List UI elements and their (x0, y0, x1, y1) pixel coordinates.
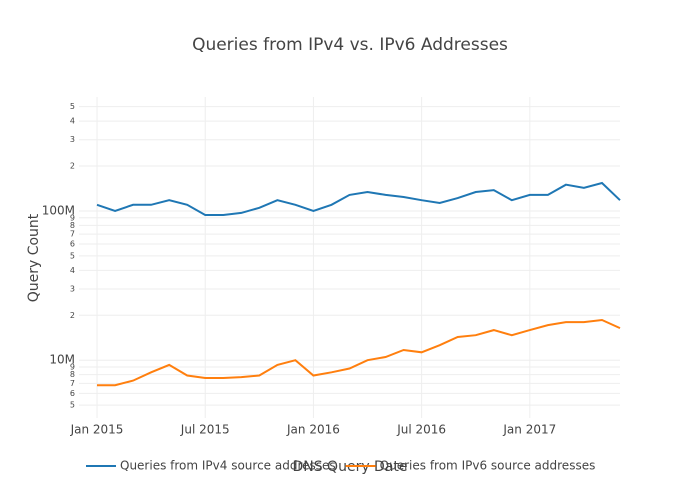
y-tick-label: 6 (70, 240, 75, 249)
legend-item: Queries from IPv6 source addresses (345, 459, 596, 473)
y-tick-label: 9 (70, 363, 75, 372)
legend-label: Queries from IPv6 source addresses (380, 459, 596, 473)
y-tick-label: 8 (70, 370, 75, 379)
legend-label: Queries from IPv4 source addresses (120, 459, 336, 473)
chart-title: Queries from IPv4 vs. IPv6 Addresses (192, 35, 508, 55)
y-tick-label: 10M (49, 353, 75, 367)
y-tick-label: 4 (70, 266, 75, 275)
x-tick-label: Jan 2017 (502, 423, 556, 437)
y-tick-label: 5 (70, 102, 75, 111)
y-tick-label: 5 (70, 251, 75, 260)
y-tick-label: 7 (70, 379, 75, 388)
x-tick-label: Jul 2015 (180, 423, 230, 437)
y-tick-label: 2 (70, 162, 75, 171)
x-tick-label: Jan 2015 (70, 423, 124, 437)
y-tick-label: 8 (70, 221, 75, 230)
y-tick-label: 9 (70, 213, 75, 222)
legend-item: Queries from IPv4 source addresses (86, 459, 336, 473)
y-tick-label: 3 (70, 284, 75, 293)
x-tick-label: Jan 2016 (286, 423, 340, 437)
y-tick-label: 7 (70, 230, 75, 239)
x-tick-label: Jul 2016 (396, 423, 446, 437)
y-tick-label: 100M (42, 203, 75, 217)
series-line (97, 318, 621, 387)
y-tick-label: 6 (70, 389, 75, 398)
y-tick-label: 4 (70, 117, 75, 126)
series-line (96, 181, 621, 216)
y-axis-title: Query Count (26, 213, 42, 302)
y-tick-label: 2 (70, 311, 75, 320)
y-tick-label: 5 (70, 401, 75, 410)
y-tick-label: 3 (70, 135, 75, 144)
